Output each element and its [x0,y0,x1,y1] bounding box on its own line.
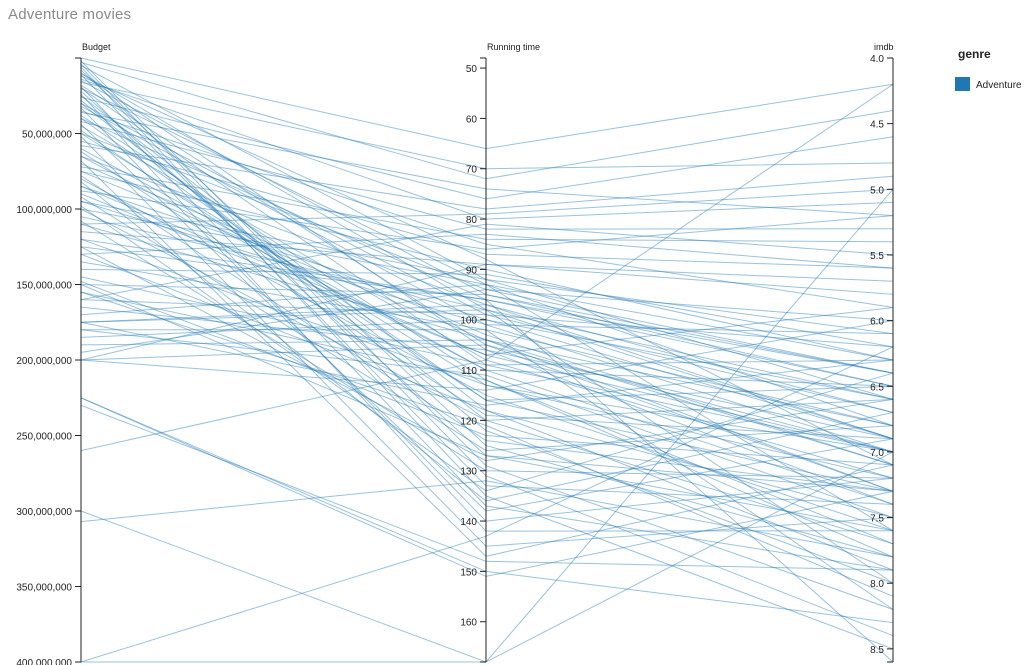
tick-label: 120 [460,416,477,427]
legend-title: genre [958,47,991,61]
tick-label: 8.0 [870,579,884,590]
tick-label: 100,000,000 [16,205,72,216]
tick-label: 8.5 [870,645,884,656]
tick-label: 110 [461,366,477,377]
axis-budget: Budget 50,000,000 100,000,000 150,000,000 20… [16,42,111,665]
tick-label: 90 [466,265,478,276]
tick-label: 200,000,000 [16,356,72,367]
axis-title: Budget [82,42,111,52]
tick-label: 150,000,000 [16,281,72,292]
tick-label: 5.0 [870,185,884,196]
axis-title: imdb [874,42,894,52]
tick-label: 6.5 [870,382,884,393]
tick-label: 250,000,000 [16,432,72,443]
record-line [80,246,894,462]
polyline-layer [80,57,894,663]
tick-label: 4.5 [870,120,884,131]
tick-label: 7.0 [870,448,884,459]
record-line [80,62,894,180]
axis-title: Running time [487,42,540,52]
tick-label: 70 [466,165,478,176]
tick-label: 60 [466,114,478,125]
tick-label: 150 [460,567,477,578]
legend-swatch [955,77,970,91]
legend: genre Adventure [955,47,1022,91]
record-line [80,86,894,571]
tick-label: 130 [460,467,477,478]
axes-layer: Budget 50,000,000 100,000,000 150,000,000 20… [16,42,893,665]
tick-label: 5.5 [870,251,884,262]
tick-label: 80 [466,215,478,226]
tick-label: 350,000,000 [16,583,72,594]
record-line [80,133,894,322]
record-line [80,117,894,387]
tick-label: 6.0 [870,317,884,328]
legend-label: Adventure [976,80,1022,91]
axis-imdb: imdb 4.0 4.5 5.0 5.5 6.0 6.5 7.0 7.5 8.0 8.5 [870,42,894,663]
record-line [80,397,894,577]
tick-label: 300,000,000 [16,507,72,518]
tick-label: 100 [460,316,477,327]
tick-label: 50,000,000 [22,130,72,141]
tick-label: 160 [460,618,477,629]
record-line [80,133,894,453]
tick-label: 4.0 [870,54,884,65]
record-line [80,69,894,558]
page-title: Adventure movies [8,6,132,23]
record-line [80,451,894,663]
tick-label: 7.5 [870,514,884,525]
tick-label: 400,000,000 [16,658,72,665]
tick-label: 50 [466,64,478,75]
axis-running-time: Running time 50 60 70 80 90 100 110 120 130 140 150… [460,42,540,663]
tick-label: 140 [460,517,477,528]
record-line [80,95,894,519]
